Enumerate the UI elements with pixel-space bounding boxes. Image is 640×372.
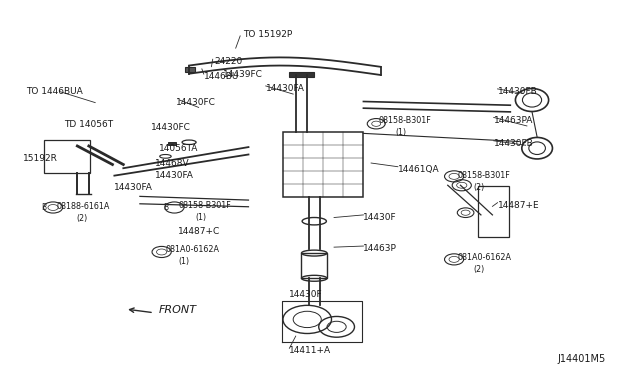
Text: 14430FA: 14430FA xyxy=(156,171,194,180)
Text: 14430FC: 14430FC xyxy=(176,98,216,107)
Text: 14487+C: 14487+C xyxy=(178,227,220,236)
Text: 14468V: 14468V xyxy=(156,158,190,167)
Text: J14401M5: J14401M5 xyxy=(557,355,606,365)
Bar xyxy=(168,141,175,145)
Text: FRONT: FRONT xyxy=(159,305,197,315)
Text: (1): (1) xyxy=(195,213,207,222)
Text: 14430FB: 14430FB xyxy=(497,87,538,96)
Text: 14461QA: 14461QA xyxy=(398,165,440,174)
Text: 14463PA: 14463PA xyxy=(493,116,533,125)
Text: (2): (2) xyxy=(76,214,87,223)
Text: 14430FA: 14430FA xyxy=(115,183,153,192)
Text: TD 14056T: TD 14056T xyxy=(65,121,114,129)
Bar xyxy=(284,132,363,197)
Text: 081A0-6162A: 081A0-6162A xyxy=(458,253,511,262)
Text: (1): (1) xyxy=(396,128,406,137)
Text: 08158-B301F: 08158-B301F xyxy=(178,201,231,210)
Text: 14463P: 14463P xyxy=(364,244,397,253)
Text: 14430FC: 14430FC xyxy=(151,123,191,132)
Bar xyxy=(301,253,327,278)
Text: TO 15192P: TO 15192P xyxy=(243,29,292,39)
Text: 14430F: 14430F xyxy=(364,213,397,222)
Text: (2): (2) xyxy=(473,265,484,274)
Text: TO 1446BUA: TO 1446BUA xyxy=(26,87,83,96)
Bar xyxy=(478,186,509,237)
Text: 1446BU: 1446BU xyxy=(204,72,239,81)
Text: 081A0-6162A: 081A0-6162A xyxy=(166,245,220,254)
Text: 14430FB: 14430FB xyxy=(493,139,534,148)
Bar xyxy=(44,140,90,173)
Text: 14056TA: 14056TA xyxy=(159,144,198,153)
Bar xyxy=(184,67,195,72)
Text: 14487+E: 14487+E xyxy=(497,201,539,210)
Text: 24220: 24220 xyxy=(214,57,243,66)
Text: B: B xyxy=(42,203,47,212)
Text: 08158-B301F: 08158-B301F xyxy=(458,171,510,180)
Text: 08188-6161A: 08188-6161A xyxy=(57,202,110,211)
Text: (2): (2) xyxy=(473,183,484,192)
Text: 14430F: 14430F xyxy=(289,290,323,299)
Text: (1): (1) xyxy=(178,257,189,266)
Text: 14411+A: 14411+A xyxy=(289,346,332,355)
Text: 14430FA: 14430FA xyxy=(266,84,305,93)
Bar xyxy=(289,72,314,77)
Text: 08158-B301F: 08158-B301F xyxy=(379,116,431,125)
Text: 15192R: 15192R xyxy=(23,154,58,163)
Text: B: B xyxy=(163,203,168,212)
Text: 14439FC: 14439FC xyxy=(223,70,263,79)
